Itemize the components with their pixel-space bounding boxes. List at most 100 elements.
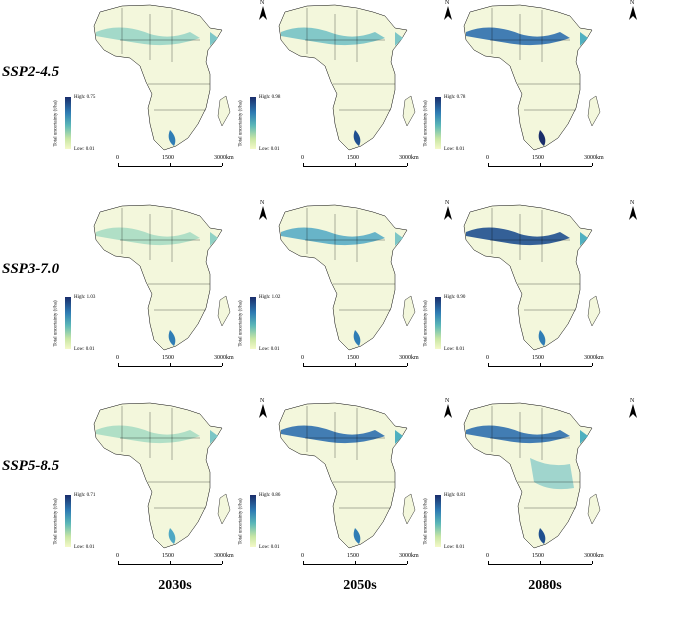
map-panel-ssp245-2080s: Total uncertainty (t/ha) High: 0.78 Low:…: [424, 0, 637, 190]
africa-map: [463, 204, 601, 351]
map-panel-ssp585-2050s: Total uncertainty (t/ha) High: 0.86 Low:…: [239, 398, 452, 588]
legend-high: High: 0.78: [444, 95, 466, 100]
col-label-2050s: 2050s: [343, 578, 377, 593]
scale-label-0: 0: [116, 553, 119, 559]
legend-colorbar: [250, 297, 256, 349]
legend-colorbar: [65, 495, 71, 547]
north-label: N: [630, 200, 635, 206]
scale-label-3000: 3000km: [584, 155, 604, 161]
legend: Total uncertainty (t/ha) High: 0.90 Low:…: [424, 295, 490, 357]
legend-high: High: 0.75: [74, 95, 96, 100]
scale-label-3000: 3000km: [214, 155, 234, 161]
scale-bar: 0 1500 3000km: [486, 355, 604, 368]
legend-colorbar: [250, 495, 256, 547]
africa-map: [93, 4, 231, 151]
legend-low: Low: 0.01: [74, 545, 95, 550]
legend-low: Low: 0.01: [259, 545, 280, 550]
legend-title: Total uncertainty (t/ha): [238, 498, 244, 545]
north-arrow-icon: N: [626, 398, 640, 420]
legend-high: High: 0.90: [444, 295, 466, 300]
north-arrow-icon: N: [256, 200, 270, 222]
scale-label-0: 0: [116, 155, 119, 161]
scale-label-0: 0: [486, 155, 489, 161]
africa-map: [93, 204, 231, 351]
africa-map: [463, 4, 601, 151]
legend-high: High: 0.86: [259, 493, 281, 498]
scale-label-1500: 1500: [347, 155, 359, 161]
map-panel-ssp370-2080s: Total uncertainty (t/ha) High: 0.90 Low:…: [424, 200, 637, 390]
north-label: N: [445, 0, 450, 6]
north-label: N: [260, 200, 265, 206]
legend-title: Total uncertainty (t/ha): [238, 300, 244, 347]
legend: Total uncertainty (t/ha) High: 0.71 Low:…: [54, 493, 120, 555]
row-label-ssp245: SSP2-4.5: [2, 64, 60, 80]
scale-label-3000: 3000km: [214, 553, 234, 559]
legend-low: Low: 0.01: [259, 147, 280, 152]
scale-bar: 0 1500 3000km: [116, 155, 234, 168]
legend-title: Total uncertainty (t/ha): [53, 300, 59, 347]
scale-label-0: 0: [301, 553, 304, 559]
legend-low: Low: 0.01: [444, 545, 465, 550]
legend-high: High: 0.71: [74, 493, 96, 498]
north-arrow-icon: N: [256, 398, 270, 420]
scale-bar: 0 1500 3000km: [301, 553, 419, 566]
scale-label-1500: 1500: [347, 553, 359, 559]
scale-bar: 0 1500 3000km: [486, 155, 604, 168]
scale-label-0: 0: [486, 553, 489, 559]
africa-map: [278, 204, 416, 351]
legend-colorbar: [435, 495, 441, 547]
scale-label-0: 0: [486, 355, 489, 361]
legend: Total uncertainty (t/ha) High: 1.03 Low:…: [54, 295, 120, 357]
legend-low: Low: 0.01: [444, 347, 465, 352]
legend-title: Total uncertainty (t/ha): [238, 100, 244, 147]
legend-colorbar: [65, 297, 71, 349]
legend-high: High: 1.03: [74, 295, 96, 300]
legend: Total uncertainty (t/ha) High: 0.75 Low:…: [54, 95, 120, 157]
north-arrow-icon: N: [626, 0, 640, 22]
legend: Total uncertainty (t/ha) High: 0.86 Low:…: [239, 493, 305, 555]
legend-title: Total uncertainty (t/ha): [423, 498, 429, 545]
scale-label-3000: 3000km: [584, 553, 604, 559]
north-label: N: [260, 0, 265, 6]
map-panel-ssp245-2050s: Total uncertainty (t/ha) High: 0.98 Low:…: [239, 0, 452, 190]
legend-title: Total uncertainty (t/ha): [53, 498, 59, 545]
legend-low: Low: 0.01: [259, 347, 280, 352]
africa-map: [93, 402, 231, 549]
col-label-2080s: 2080s: [528, 578, 562, 593]
legend-low: Low: 0.01: [74, 347, 95, 352]
north-arrow-icon: N: [441, 0, 455, 22]
north-arrow-icon: N: [441, 398, 455, 420]
col-label-2030s: 2030s: [158, 578, 192, 593]
scale-bar: 0 1500 3000km: [116, 553, 234, 566]
legend: Total uncertainty (t/ha) High: 0.98 Low:…: [239, 95, 305, 157]
scale-label-0: 0: [116, 355, 119, 361]
legend-low: Low: 0.01: [444, 147, 465, 152]
scale-label-1500: 1500: [347, 355, 359, 361]
row-label-ssp370: SSP3-7.0: [2, 261, 60, 277]
north-label: N: [630, 0, 635, 6]
map-panel-ssp245-2030s: Total uncertainty (t/ha) High: 0.75 Low:…: [54, 0, 267, 190]
scale-label-3000: 3000km: [399, 355, 419, 361]
africa-map: [278, 4, 416, 151]
north-arrow-icon: N: [626, 200, 640, 222]
legend: Total uncertainty (t/ha) High: 1.02 Low:…: [239, 295, 305, 357]
scale-bar: 0 1500 3000km: [301, 355, 419, 368]
scale-bar: 0 1500 3000km: [486, 553, 604, 566]
north-label: N: [445, 200, 450, 206]
legend: Total uncertainty (t/ha) High: 0.81 Low:…: [424, 493, 490, 555]
scale-label-1500: 1500: [162, 155, 174, 161]
legend-colorbar: [435, 97, 441, 149]
scale-bar: 0 1500 3000km: [116, 355, 234, 368]
north-arrow-icon: N: [256, 0, 270, 22]
north-label: N: [445, 398, 450, 404]
scale-label-3000: 3000km: [399, 553, 419, 559]
scale-label-1500: 1500: [162, 553, 174, 559]
legend-colorbar: [250, 97, 256, 149]
scale-label-0: 0: [301, 355, 304, 361]
legend-low: Low: 0.01: [74, 147, 95, 152]
map-panel-ssp370-2030s: Total uncertainty (t/ha) High: 1.03 Low:…: [54, 200, 267, 390]
legend-high: High: 0.98: [259, 95, 281, 100]
scale-label-3000: 3000km: [399, 155, 419, 161]
scale-label-3000: 3000km: [214, 355, 234, 361]
scale-label-3000: 3000km: [584, 355, 604, 361]
